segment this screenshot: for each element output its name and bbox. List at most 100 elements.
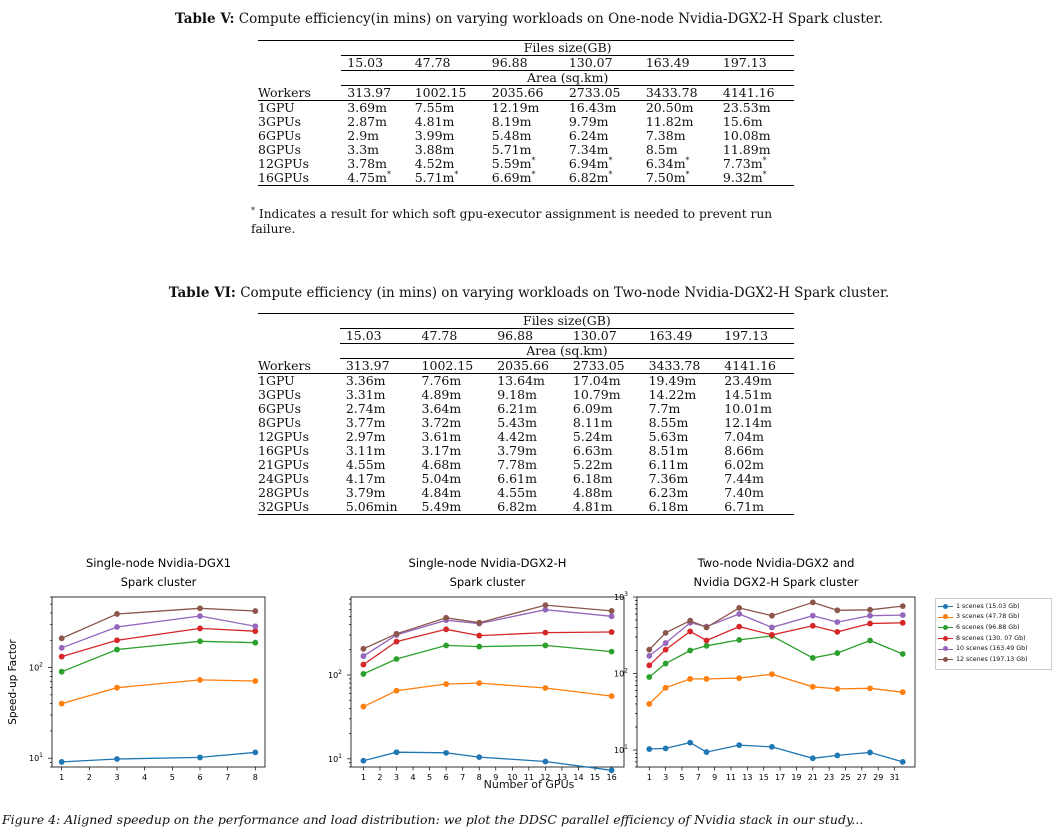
data-point: [360, 757, 367, 764]
data-point: [360, 653, 367, 659]
chart-title: Single-node Nvidia-DGX2-H: [409, 556, 567, 570]
area-cell: 3433.78: [639, 85, 717, 101]
series-line: [61, 607, 256, 639]
series-line: [61, 751, 256, 763]
legend-swatch: [938, 656, 953, 662]
data-point: [608, 613, 615, 620]
time-cell: 6.02m: [724, 457, 764, 472]
data-point: [197, 638, 203, 645]
data-point: [736, 605, 743, 611]
area-cell: 4141.16: [718, 358, 794, 374]
workers-header: Workers: [258, 358, 340, 374]
data-point: [443, 614, 450, 621]
legend-label: 6 scenes (96.88 Gb): [956, 623, 1020, 631]
time-cell: 5.71m*: [408, 170, 486, 186]
data-point: [736, 636, 743, 643]
plot-frame: [51, 596, 266, 768]
y-tick-label: 103: [614, 591, 628, 602]
time-cell: 7.36m: [648, 471, 689, 486]
time-cell: 5.48m: [491, 128, 532, 143]
x-tick-label: 31: [889, 773, 899, 782]
x-tick-label: 13: [557, 773, 567, 782]
figure-caption: Figure 4: Aligned speedup on the perform…: [2, 812, 864, 827]
data-point: [58, 759, 65, 765]
time-cell: 7.44m: [724, 471, 764, 486]
time-cell: 3.79m: [345, 485, 386, 500]
time-cell: 3.88m: [414, 142, 455, 157]
data-point: [809, 755, 816, 762]
legend-swatch: [938, 624, 953, 630]
data-point: [899, 758, 906, 765]
time-cell: 23.49m: [724, 373, 772, 388]
data-point: [393, 638, 400, 645]
legend-item: 1 scenes (15.03 Gb): [938, 601, 1049, 612]
time-cell: 9.18m: [497, 387, 537, 402]
table-row: 8GPUs 3.77m 3.72m 5.43m 8.11m 8.55m 12.14m: [258, 416, 794, 430]
data-point: [809, 612, 816, 619]
table-row: 24GPUs 4.17m 5.04m 6.61m 6.18m 7.36m 7.44m: [258, 472, 794, 486]
file-size-cell: 96.88: [485, 55, 563, 71]
data-point: [114, 684, 120, 691]
data-point: [687, 617, 694, 624]
time-cell: 6.09m: [572, 401, 613, 416]
time-cell: 3.78m: [347, 156, 387, 171]
worker-label: 24GPUs: [258, 471, 310, 486]
x-tick-label: 7: [460, 773, 465, 782]
data-point: [476, 643, 483, 650]
time-cell: 3.3m: [347, 142, 380, 157]
time-cell: 19.49m: [648, 373, 697, 388]
legend-item: 3 scenes (47.78 Gb): [938, 612, 1049, 623]
data-point: [834, 685, 841, 692]
data-point: [197, 677, 203, 683]
x-tick-label: 14: [573, 773, 583, 782]
time-cell: 6.21m: [497, 401, 537, 416]
time-cell: 11.82m: [645, 114, 694, 129]
data-point: [252, 628, 259, 635]
data-point: [834, 607, 841, 614]
series-line: [363, 644, 612, 675]
files-header: Files size(GB): [341, 40, 794, 56]
files-header: Files size(GB): [339, 313, 794, 329]
x-tick-label: 13: [742, 773, 752, 782]
data-point: [703, 676, 710, 682]
time-cell: 10.01m: [724, 401, 772, 416]
table-row: 12GPUs 2.97m 3.61m 4.42m 5.24m 5.63m 7.04m: [258, 430, 794, 444]
worker-label: 6GPUs: [258, 401, 302, 416]
time-cell: 12.14m: [724, 415, 772, 430]
table-row: 1GPU 3.69m 7.55m 12.19m 16.43m 20.50m 23.53m: [258, 101, 794, 116]
time-cell: 4.17m: [345, 471, 386, 486]
time-cell: 5.43m: [497, 415, 537, 430]
time-cell: 5.71m: [491, 142, 532, 157]
time-cell: 15.6m: [722, 114, 763, 129]
data-point: [58, 700, 65, 707]
x-tick-label: 29: [873, 773, 883, 782]
time-cell: 4.84m: [421, 485, 462, 500]
data-point: [443, 642, 450, 649]
x-tick-label: 15: [759, 773, 769, 782]
time-cell: 6.11m: [648, 457, 689, 472]
time-cell: 7.7m: [648, 401, 681, 416]
time-cell: 8.5m: [645, 142, 678, 157]
time-cell: 8.66m: [724, 443, 764, 458]
data-point: [608, 629, 615, 635]
data-point: [608, 648, 615, 655]
series-line: [363, 604, 612, 650]
data-point: [736, 675, 743, 682]
data-point: [58, 644, 65, 651]
x-tick-label: 15: [590, 773, 600, 782]
table-vi-caption: Table VI: Compute efficiency (in mins) o…: [168, 285, 890, 301]
data-point: [646, 652, 653, 659]
plot-frame: [350, 596, 625, 768]
data-point: [443, 749, 450, 756]
file-size-cell: 130.07: [562, 55, 640, 71]
time-cell: 6.82m: [491, 500, 567, 515]
plot-frame: [636, 596, 916, 768]
x-tick-label: 4: [142, 773, 147, 782]
x-tick-label: 8: [253, 773, 258, 782]
time-cell: 6.82m*: [562, 170, 640, 186]
data-point: [252, 749, 259, 756]
data-point: [476, 680, 483, 687]
legend-item: 6 scenes (96.88 Gb): [938, 622, 1049, 633]
series-line: [648, 622, 903, 666]
x-tick-label: 2: [377, 773, 382, 782]
